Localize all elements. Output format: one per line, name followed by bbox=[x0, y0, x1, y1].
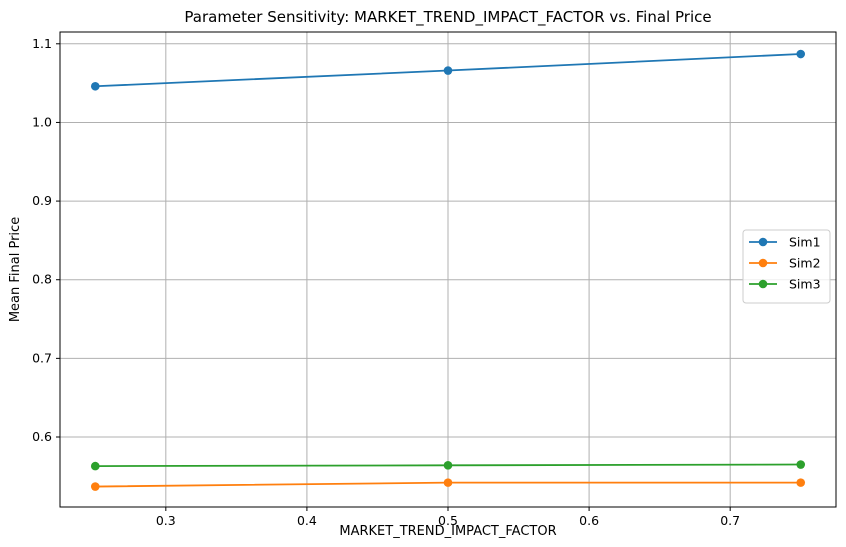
data-point bbox=[90, 482, 100, 491]
x-tick-label: 0.7 bbox=[720, 513, 740, 528]
data-point bbox=[796, 478, 806, 487]
legend-marker bbox=[758, 279, 768, 289]
data-point bbox=[443, 66, 453, 75]
chart-title: Parameter Sensitivity: MARKET_TREND_IMPA… bbox=[184, 8, 711, 27]
ticks: 0.3 0.4 0.5 0.6 0.7 0.6 0.7 0.8 0.9 1.0 1.1 bbox=[32, 36, 740, 528]
legend-label: Sim1 bbox=[789, 235, 821, 250]
x-axis-label: MARKET_TREND_IMPACT_FACTOR bbox=[339, 524, 556, 539]
series-sim2 bbox=[90, 478, 806, 491]
data-point bbox=[796, 49, 806, 59]
data-point bbox=[443, 461, 453, 470]
x-tick-label: 0.5 bbox=[438, 513, 458, 528]
data-point bbox=[796, 460, 806, 469]
y-tick-label: 0.8 bbox=[32, 272, 52, 287]
series-sim3 bbox=[90, 460, 806, 471]
y-tick-label: 0.6 bbox=[32, 429, 52, 444]
y-axis-label: Mean Final Price bbox=[8, 217, 23, 322]
legend-marker bbox=[758, 258, 768, 268]
y-tick-label: 0.9 bbox=[32, 193, 52, 208]
legend-label: Sim3 bbox=[789, 277, 821, 292]
legend-item-sim3: Sim3 bbox=[749, 277, 821, 292]
data-point bbox=[443, 478, 453, 487]
x-tick-label: 0.3 bbox=[156, 513, 176, 528]
data-point bbox=[90, 81, 100, 91]
legend: Sim1 Sim2 Sim3 bbox=[742, 229, 831, 304]
legend-item-sim1: Sim1 bbox=[749, 235, 821, 250]
y-tick-label: 1.1 bbox=[32, 36, 52, 51]
legend-label: Sim2 bbox=[789, 256, 821, 271]
data-point bbox=[90, 461, 100, 471]
legend-marker bbox=[758, 237, 768, 247]
grid bbox=[60, 32, 836, 507]
legend-item-sim2: Sim2 bbox=[749, 256, 821, 271]
x-tick-label: 0.6 bbox=[579, 513, 599, 528]
series-sim1 bbox=[90, 49, 806, 91]
y-tick-label: 1.0 bbox=[32, 114, 52, 129]
y-tick-label: 0.7 bbox=[32, 350, 52, 365]
x-tick-label: 0.4 bbox=[297, 513, 317, 528]
series-layer bbox=[90, 49, 806, 491]
